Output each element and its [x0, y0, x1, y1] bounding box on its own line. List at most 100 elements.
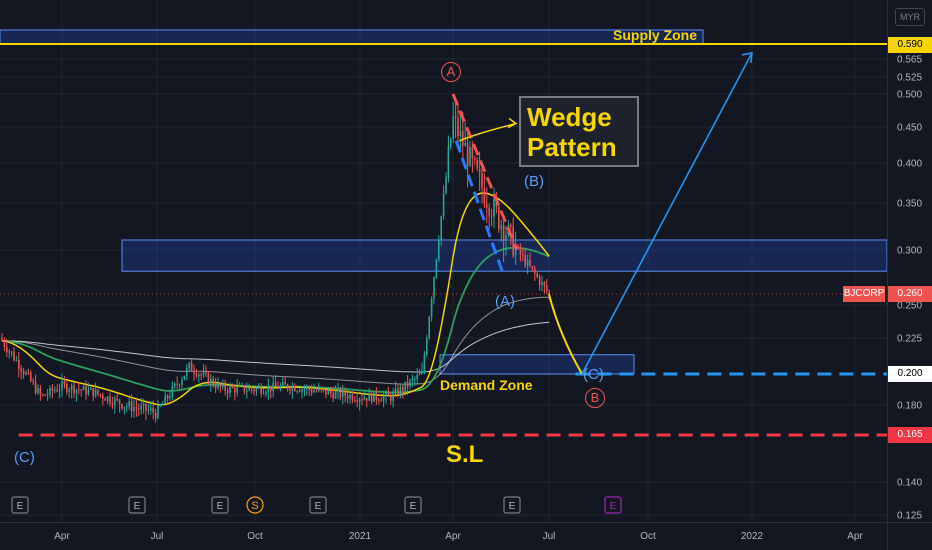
- candle-body: [406, 381, 409, 387]
- earnings-event-marker[interactable]: E: [604, 496, 622, 514]
- earnings-event-marker[interactable]: E: [128, 496, 146, 514]
- candle-body: [195, 373, 198, 377]
- candle-body: [63, 381, 66, 384]
- candle-body: [250, 387, 253, 390]
- x-tick-label: Jul: [151, 531, 164, 542]
- split-event-marker[interactable]: S: [246, 496, 264, 514]
- candle-body: [10, 351, 13, 353]
- earnings-event-marker[interactable]: E: [404, 496, 422, 514]
- candle-body: [116, 398, 118, 400]
- candle-body: [104, 398, 106, 401]
- candle-body: [337, 389, 339, 392]
- candle-body: [500, 225, 502, 229]
- candle-body: [483, 188, 486, 205]
- candle-body: [198, 374, 200, 377]
- earnings-event-marker[interactable]: E: [211, 496, 229, 514]
- wave-C-right-label: (C): [583, 366, 604, 383]
- candle-body: [258, 387, 260, 389]
- y-tick-label: 0.525: [897, 73, 922, 84]
- candle-body: [447, 146, 450, 178]
- candle-body: [445, 177, 447, 194]
- candle-body: [171, 386, 174, 397]
- candle-body: [174, 383, 176, 387]
- candle-body: [534, 268, 536, 274]
- candle-body: [202, 372, 205, 375]
- zone-rect[interactable]: [0, 29, 704, 45]
- candle-body: [450, 138, 452, 147]
- y-tick-label: 0.140: [897, 478, 922, 489]
- candle-body: [486, 204, 488, 208]
- candle-body: [387, 392, 390, 396]
- event-letter: E: [134, 501, 141, 512]
- candle-body: [200, 374, 202, 376]
- event-letter: E: [217, 501, 224, 512]
- candle-body: [20, 368, 22, 372]
- y-tick-label: 0.250: [897, 301, 922, 312]
- candle-body: [80, 389, 82, 391]
- candle-body: [361, 399, 363, 401]
- earnings-event-marker[interactable]: E: [503, 496, 521, 514]
- x-tick-label: Apr: [847, 531, 863, 542]
- earnings-event-marker[interactable]: E: [11, 496, 29, 514]
- candle-body: [97, 389, 99, 395]
- candle-body: [286, 384, 289, 389]
- projection-arrowhead: [741, 51, 753, 64]
- candle-body: [13, 352, 15, 361]
- wedge-lower-line: [454, 140, 506, 278]
- candle-body: [210, 378, 212, 384]
- candle-body: [142, 403, 145, 406]
- candle-body: [375, 391, 378, 400]
- wave-A-mid-label: (A): [495, 293, 515, 310]
- candles: [1, 101, 550, 423]
- candle-body: [18, 359, 20, 369]
- zone-rect[interactable]: [121, 239, 888, 272]
- candle-body: [138, 408, 140, 410]
- ticker-tag: BJCORP: [843, 286, 885, 302]
- candle-body: [178, 384, 181, 386]
- wedge-arrow: [459, 122, 517, 142]
- candle-body: [78, 389, 80, 391]
- candle-body: [474, 157, 476, 161]
- candle-body: [150, 408, 152, 410]
- wedge-pattern-box: Wedge Pattern: [519, 96, 639, 167]
- candle-body: [471, 147, 474, 158]
- candle-body: [421, 370, 423, 374]
- candle-body: [526, 259, 529, 266]
- candle-body: [255, 388, 258, 392]
- candle-body: [231, 386, 234, 388]
- currency-badge[interactable]: MYR: [895, 8, 925, 26]
- event-letter: E: [315, 501, 322, 512]
- candle-body: [430, 298, 433, 318]
- candle-body: [44, 394, 46, 396]
- earnings-icon: [404, 496, 422, 514]
- candle-body: [438, 240, 440, 260]
- candle-body: [130, 401, 133, 412]
- x-tick-label: Apr: [54, 531, 70, 542]
- candle-body: [411, 379, 414, 381]
- candle-body: [356, 400, 358, 402]
- earnings-event-marker[interactable]: E: [309, 496, 327, 514]
- event-letter: E: [17, 501, 24, 512]
- candle-body: [190, 362, 193, 371]
- candle-body: [34, 382, 37, 393]
- candle-body: [123, 406, 126, 409]
- candle-body: [135, 407, 138, 409]
- candle-body: [327, 390, 330, 395]
- candle-body: [277, 386, 279, 390]
- candle-body: [181, 379, 183, 385]
- candle-body: [330, 390, 332, 394]
- candle-body: [219, 383, 222, 387]
- candle-body: [543, 282, 546, 286]
- candle-body: [217, 383, 219, 389]
- candle-body: [152, 408, 154, 413]
- target-price-tag: 0.200: [888, 366, 932, 382]
- candle-body: [510, 224, 512, 227]
- candle-body: [318, 388, 320, 391]
- candle-body: [58, 389, 61, 392]
- zone-rect[interactable]: [439, 354, 635, 375]
- candle-body: [368, 393, 370, 401]
- candle-body: [49, 387, 51, 395]
